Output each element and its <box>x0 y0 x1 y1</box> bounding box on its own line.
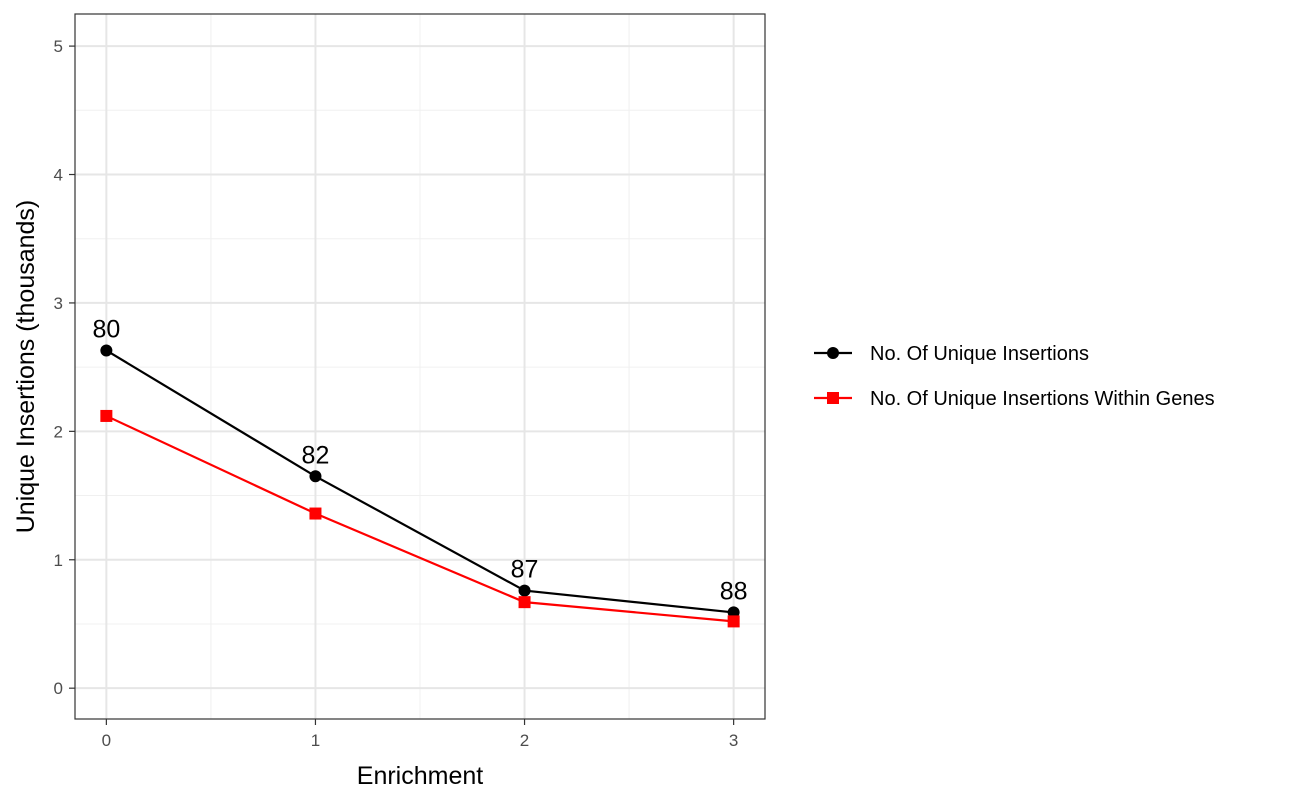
y-axis-title: Unique Insertions (thousands) <box>12 200 40 534</box>
series-2-point <box>518 596 531 609</box>
series-1-point <box>309 470 322 483</box>
x-tick-label: 2 <box>520 731 529 750</box>
x-tick-label: 3 <box>729 731 738 750</box>
y-tick-label: 2 <box>54 422 63 441</box>
legend-label-1: No. Of Unique Insertions <box>870 343 1089 365</box>
series-2-point <box>100 409 113 422</box>
data-label: 88 <box>720 577 748 605</box>
series-line-1 <box>105 349 734 614</box>
legend: No. Of Unique Insertions No. Of Unique In… <box>814 343 1215 410</box>
data-label: 82 <box>302 441 330 469</box>
y-tick-label: 3 <box>54 294 63 313</box>
y-tick-label: 1 <box>54 551 63 570</box>
data-label: 80 <box>92 315 120 343</box>
x-axis-title: Enrichment <box>357 762 483 790</box>
legend-label-2: No. Of Unique Insertions Within Genes <box>870 388 1215 410</box>
data-label: 87 <box>511 556 539 584</box>
series-2-point <box>727 615 740 628</box>
grid <box>75 14 765 719</box>
plot-panel-border <box>74 13 766 720</box>
y-tick-label: 4 <box>54 166 63 185</box>
axis-ticks: 0 1 2 3 0 1 2 3 4 5 <box>54 37 739 750</box>
y-tick-label: 0 <box>54 679 63 698</box>
series-1-point <box>100 344 113 357</box>
data-labels: 80 82 87 88 <box>92 315 747 605</box>
series-1-point <box>518 584 531 597</box>
y-tick-label: 5 <box>54 37 63 56</box>
x-tick-label: 1 <box>311 731 320 750</box>
series <box>100 344 740 628</box>
series-line-2 <box>105 414 734 623</box>
x-tick-label: 0 <box>102 731 111 750</box>
series-2-point <box>309 507 322 520</box>
legend-key-marker-1 <box>827 347 839 359</box>
legend-key-marker-2 <box>827 392 839 404</box>
